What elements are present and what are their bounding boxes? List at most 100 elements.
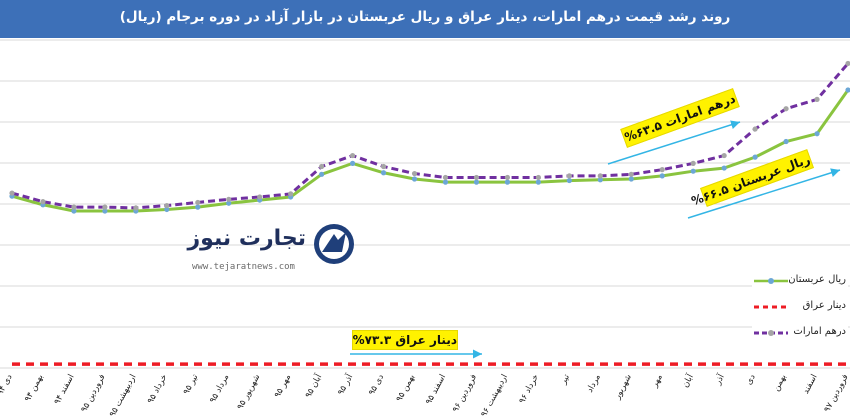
data-point-uae-dirham	[411, 170, 418, 177]
x-tick-label: شهریور ۹۵	[235, 373, 262, 412]
data-point-uae-dirham	[195, 199, 201, 206]
x-tick-label: مرداد ۹۵	[208, 373, 231, 405]
legend-item-iraqi-dinar: دینار عراق	[752, 300, 848, 314]
data-point-saudi-riyal	[380, 170, 387, 176]
legend-label-saudi-riyal: ریال عربستان	[788, 274, 846, 285]
data-point-saudi-riyal	[814, 131, 820, 137]
data-point-uae-dirham	[473, 174, 480, 181]
x-tick-label: فروردین ۹۶	[451, 373, 479, 414]
data-point-saudi-riyal	[411, 176, 418, 182]
chart-title-bar: روند رشد قیمت درهم امارات، دینار عراق و …	[0, 0, 850, 38]
legend: ریال عربستان دینار عراق درهم امارات	[752, 270, 848, 354]
data-point-uae-dirham	[257, 194, 263, 200]
x-tick-label: مهر	[649, 373, 664, 390]
data-point-saudi-riyal	[597, 177, 603, 183]
logo-wordmark: تجارت نیوز	[187, 226, 306, 251]
x-tick-label: آذر ۹۵	[334, 371, 355, 397]
legend-item-uae-dirham: درهم امارات	[752, 326, 848, 340]
data-point-uae-dirham	[71, 204, 77, 210]
data-point-saudi-riyal	[721, 165, 727, 171]
trend-arrow	[607, 120, 741, 165]
x-tick-label: دی	[744, 373, 758, 387]
legend-swatch-uae-dirham	[754, 330, 788, 336]
trend-arrow	[687, 168, 841, 219]
x-tick-label: دی ۹۵	[367, 373, 386, 398]
data-point-saudi-riyal	[349, 160, 356, 166]
x-tick-label: بهمن ۹۵	[394, 373, 417, 404]
x-tick-label: فروردین ۹۵	[79, 373, 107, 414]
data-point-saudi-riyal	[504, 179, 511, 185]
trend-arrows	[350, 120, 841, 359]
data-point-saudi-riyal	[319, 171, 325, 177]
x-tick-label: اسفند ۹۴	[52, 373, 76, 407]
x-tick-label: مرداد	[585, 373, 603, 395]
x-tick-label: بهمن ۹۴	[23, 373, 46, 404]
data-point-uae-dirham	[659, 167, 665, 173]
data-point-uae-dirham	[845, 60, 850, 67]
data-point-uae-dirham	[628, 171, 634, 177]
legend-swatch-iraqi-dinar	[754, 305, 788, 309]
data-point-uae-dirham	[721, 152, 727, 159]
data-point-uae-dirham	[226, 196, 232, 202]
data-point-saudi-riyal	[226, 200, 232, 206]
data-point-uae-dirham	[442, 174, 449, 181]
data-point-uae-dirham	[349, 152, 356, 159]
data-point-saudi-riyal	[164, 206, 170, 213]
series-line-saudi-riyal	[11, 89, 850, 213]
data-point-uae-dirham	[566, 173, 572, 179]
data-point-uae-dirham	[690, 160, 696, 166]
series-layer	[9, 60, 850, 366]
logo-url: www.tejaratnews.com	[192, 262, 295, 272]
data-point-uae-dirham	[814, 96, 820, 102]
data-point-uae-dirham	[102, 204, 108, 210]
data-point-saudi-riyal	[102, 208, 108, 214]
legend-swatch-saudi-riyal	[754, 278, 788, 284]
data-point-uae-dirham	[752, 126, 758, 132]
legend-label-iraqi-dinar: دینار عراق	[802, 300, 846, 311]
data-point-saudi-riyal	[535, 179, 541, 185]
data-point-saudi-riyal	[690, 168, 696, 174]
x-tick-label: اردیبهشت ۹۵	[108, 373, 139, 419]
data-point-uae-dirham	[288, 191, 294, 197]
x-tick-label: فروردین ۹۷	[822, 373, 850, 414]
x-tick-label: اسفند ۹۵	[424, 373, 448, 407]
data-point-uae-dirham	[504, 174, 511, 181]
data-point-saudi-riyal	[566, 177, 572, 184]
legend-label-uae-dirham: درهم امارات	[793, 326, 846, 337]
data-point-uae-dirham	[319, 163, 325, 170]
x-tick-label: خرداد ۹۵	[146, 373, 170, 406]
x-tick-label: تیر	[558, 372, 572, 387]
x-tick-label: آبان	[679, 371, 696, 389]
data-point-uae-dirham	[164, 202, 170, 209]
series-line-uae-dirham	[11, 62, 850, 210]
data-point-uae-dirham	[535, 174, 541, 181]
x-tick-label: شهریور	[612, 373, 634, 402]
x-tick-label: آبان ۹۵	[302, 371, 325, 400]
logo-seal-icon	[314, 224, 354, 264]
legend-item-saudi-riyal: ریال عربستان	[752, 274, 848, 288]
data-point-saudi-riyal	[442, 179, 449, 185]
data-point-uae-dirham	[783, 106, 789, 112]
data-point-uae-dirham	[133, 205, 139, 211]
grid-lines	[0, 39, 850, 369]
annotation-dinar-growth: دینار عراق ۷۳.۳%	[352, 330, 458, 350]
x-tick-label: مهر ۹۵	[273, 373, 294, 400]
data-point-uae-dirham	[597, 173, 603, 179]
data-point-uae-dirham	[40, 199, 46, 205]
data-point-uae-dirham	[380, 163, 387, 170]
chart-title: روند رشد قیمت درهم امارات، دینار عراق و …	[119, 9, 731, 25]
data-point-saudi-riyal	[195, 204, 201, 210]
x-tick-label: خرداد ۹۶	[517, 373, 541, 406]
x-tick-label: آذر	[711, 371, 727, 387]
data-point-saudi-riyal	[71, 208, 77, 214]
tejaratnews-logo: تجارت نیوز www.tejaratnews.com	[187, 218, 364, 282]
data-point-saudi-riyal	[752, 154, 758, 160]
data-point-saudi-riyal	[659, 173, 665, 179]
data-point-saudi-riyal	[628, 176, 634, 182]
x-tick-label: بهمن	[772, 373, 789, 393]
x-tick-label: تیر ۹۵	[182, 372, 201, 396]
x-tick-label: دی ۹۴	[0, 373, 15, 398]
data-point-uae-dirham	[9, 190, 15, 196]
